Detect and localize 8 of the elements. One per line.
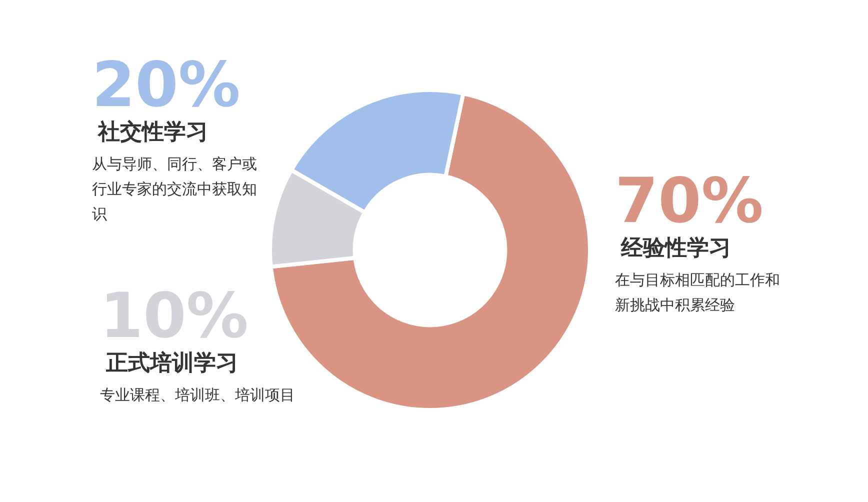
slice-label: 社交性学习	[98, 118, 209, 147]
text: 从与导师、同行、客户或行业专家的交流中获取知识	[92, 154, 258, 225]
text: 专业课程、培训班、培训项目	[100, 385, 296, 406]
data-label: 20%	[92, 48, 242, 121]
text: 在与目标相匹配的工作和新挑战中积累经验	[615, 270, 780, 316]
slice-label: 正式培训学习	[106, 350, 239, 378]
data-label: 70%	[615, 164, 764, 237]
slice-label: 经验性学习	[621, 235, 732, 263]
